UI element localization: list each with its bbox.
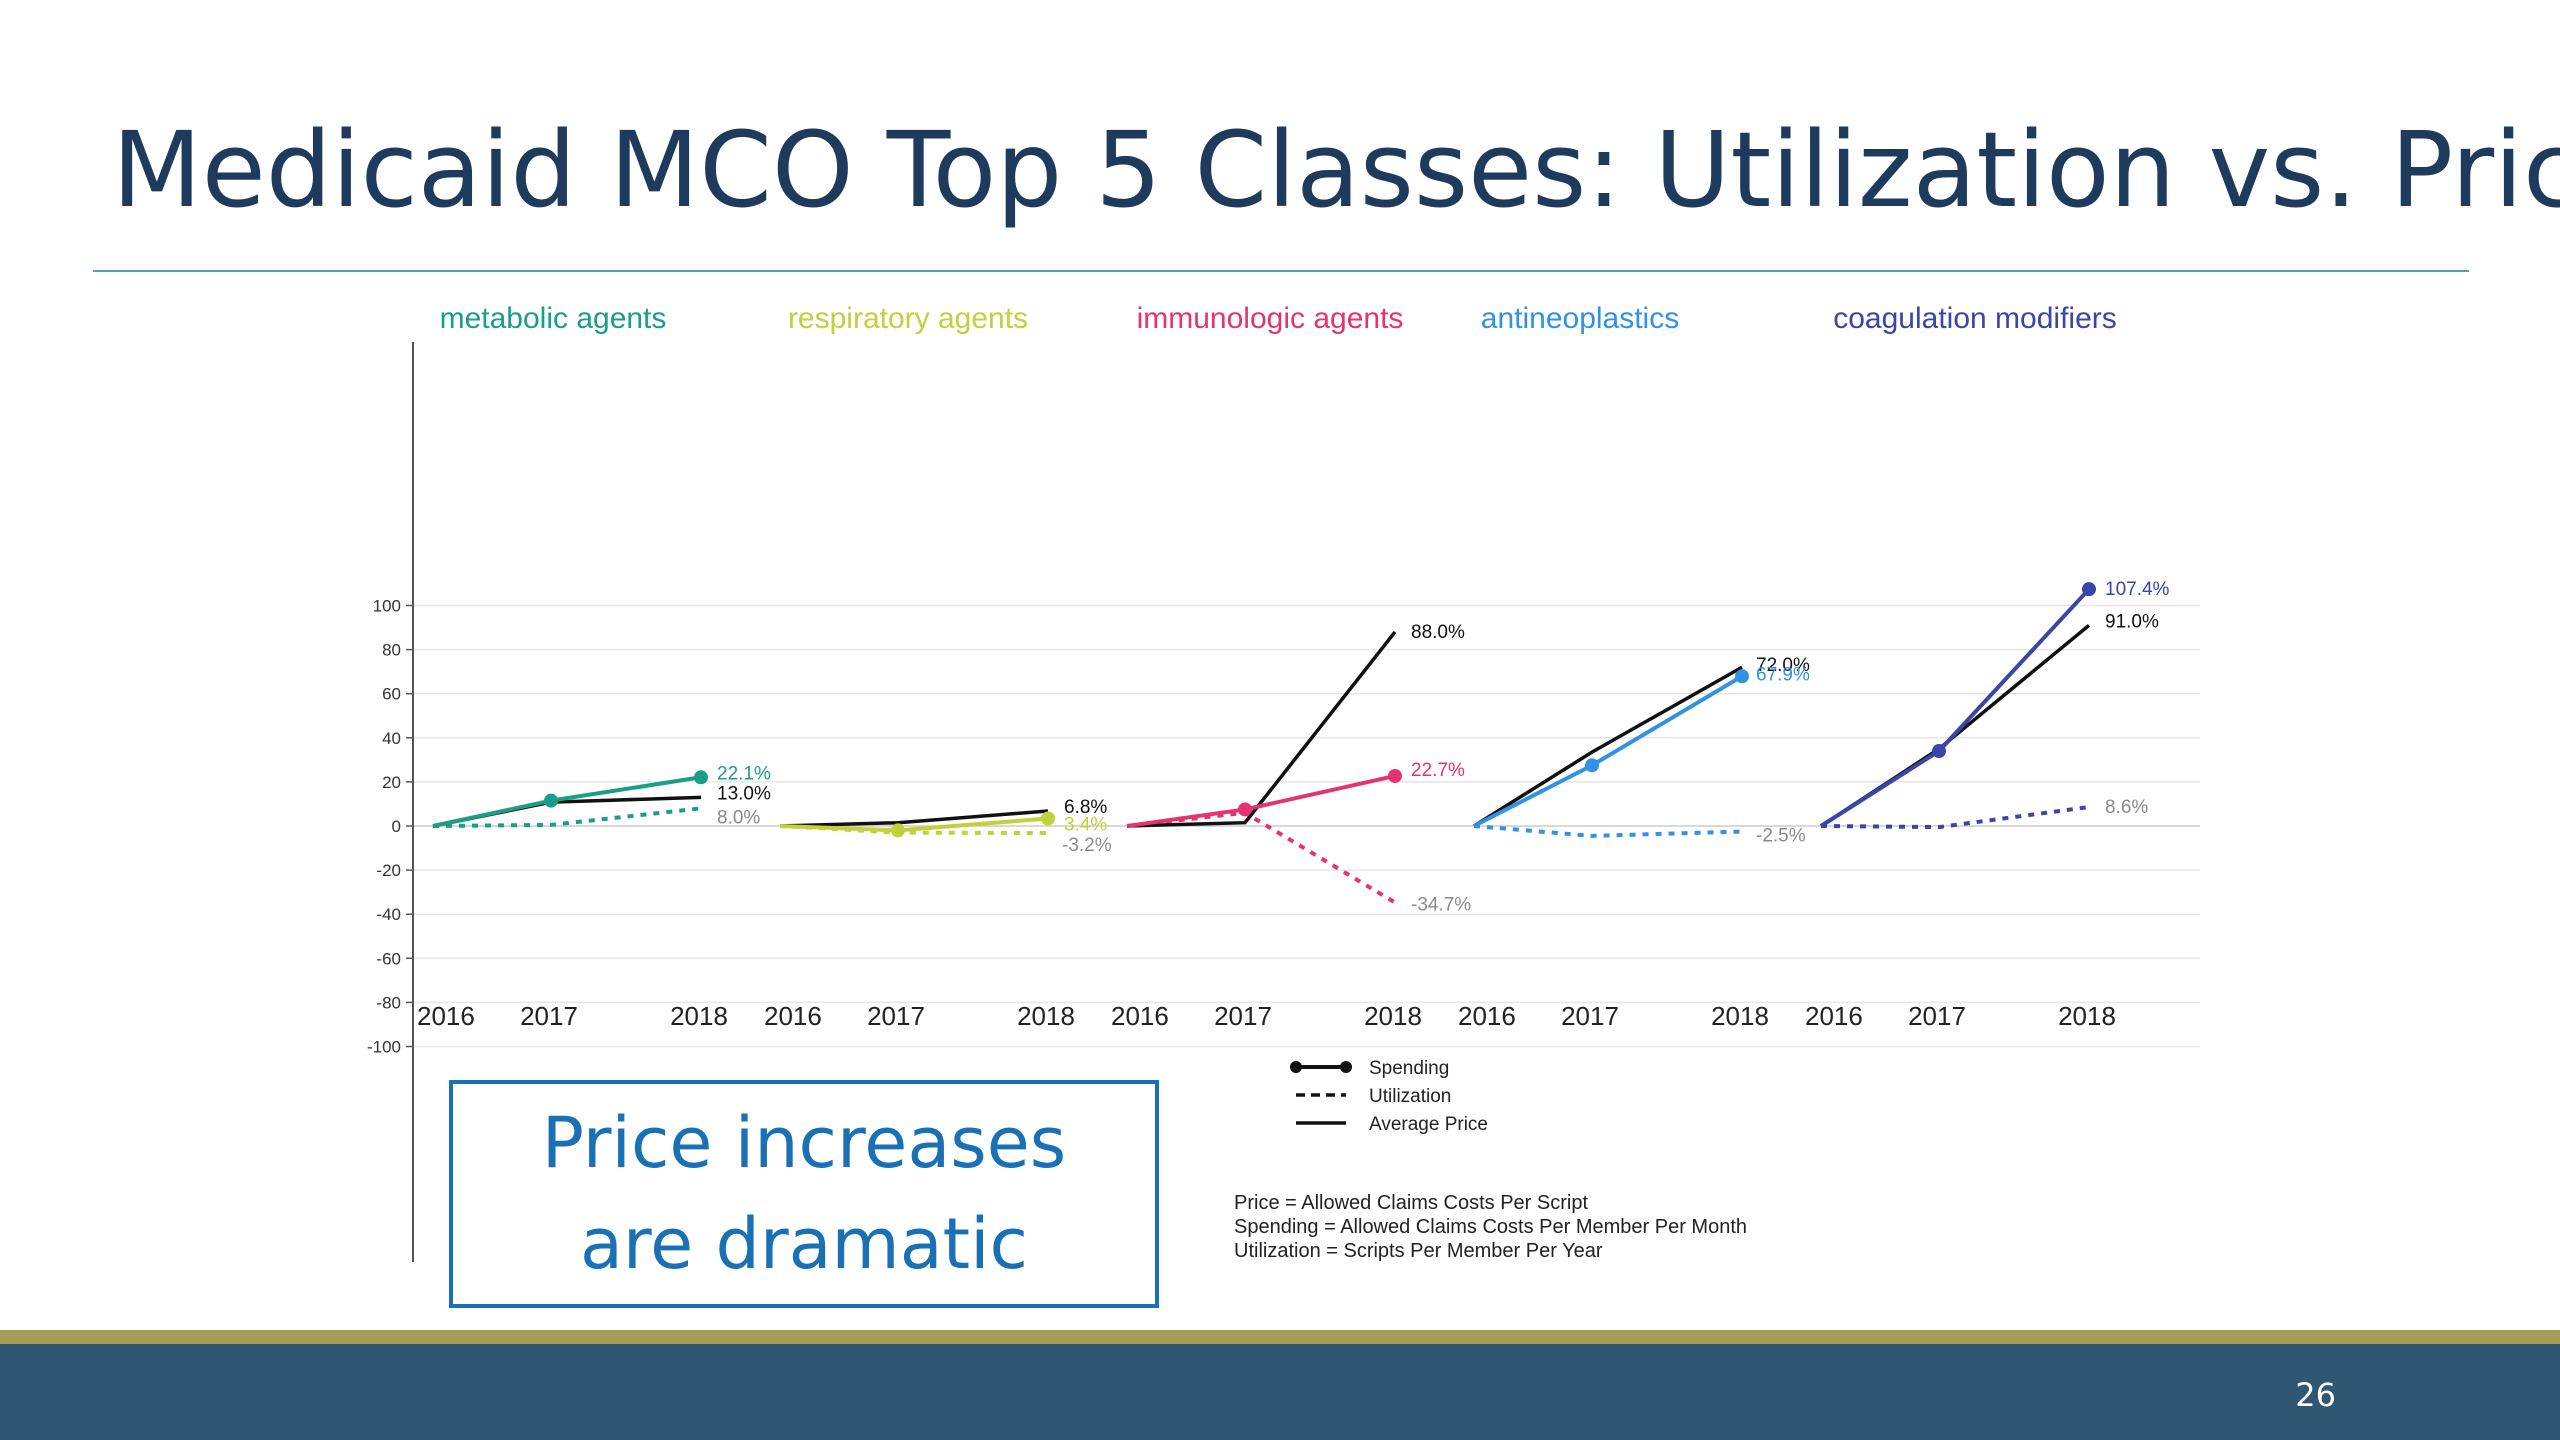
spending-point: [1238, 802, 1252, 817]
x-tick-label: 2018: [1711, 1001, 1769, 1031]
spending-point: [544, 793, 558, 808]
spending-line: [1473, 674, 1744, 828]
x-tick-label: 2016: [1805, 1001, 1863, 1031]
y-tick-label: -40: [376, 905, 401, 924]
legend-label: Average Price: [1369, 1114, 1488, 1135]
spending-point: [694, 770, 708, 785]
spending-point: [1735, 669, 1749, 684]
y-tick-label: 0: [392, 817, 401, 836]
price-data-label: 91.0%: [2105, 611, 2159, 632]
spending-data-label: 107.4%: [2105, 579, 2170, 600]
spending-data-label: 22.7%: [1411, 760, 1465, 781]
footer-accent-line: [0, 1330, 2560, 1344]
x-tick-label: 2018: [670, 1001, 728, 1031]
legend-label: Spending: [1369, 1058, 1449, 1079]
x-tick-label: 2016: [1111, 1001, 1169, 1031]
legend-spending-marker: [1290, 1061, 1302, 1073]
panel-title: coagulation modifiers: [1833, 302, 2117, 335]
y-tick-label: 20: [382, 773, 401, 792]
utilization-data-label: 8.0%: [717, 807, 760, 828]
price-data-label: 72.0%: [1756, 655, 1810, 676]
average-price-line: [1820, 623, 2091, 828]
x-tick-label: 2016: [1458, 1001, 1516, 1031]
x-tick-label: 2017: [1561, 1001, 1619, 1031]
legend-spending-marker: [1340, 1061, 1352, 1073]
utilization-line: [1820, 805, 2090, 830]
average-price-line: [1126, 630, 1397, 828]
definition-spending: Spending = Allowed Claims Costs Per Memb…: [1234, 1216, 1748, 1238]
utilization-data-label: -2.5%: [1756, 826, 1806, 847]
x-tick-label: 2018: [1017, 1001, 1075, 1031]
spending-point: [1388, 768, 1402, 783]
definition-price: Price = Allowed Claims Costs Per Script: [1234, 1192, 1589, 1214]
panel-title: antineoplastics: [1481, 302, 1679, 335]
x-tick-label: 2018: [2058, 1001, 2116, 1031]
utilization-data-label: 8.6%: [2105, 797, 2148, 818]
legend-label: Utilization: [1369, 1086, 1451, 1107]
y-tick-label: 40: [382, 729, 401, 748]
y-tick-label: -60: [376, 949, 401, 968]
y-tick-label: 100: [373, 597, 401, 616]
utilization-data-label: -34.7%: [1411, 895, 1471, 916]
callout-box: Price increases are dramatic: [449, 1080, 1159, 1308]
spending-data-label: 22.1%: [717, 763, 771, 784]
x-tick-label: 2018: [1364, 1001, 1422, 1031]
price-data-label: 6.8%: [1064, 797, 1107, 818]
slide-title: Medicaid MCO Top 5 Classes: Utilization …: [112, 109, 2560, 231]
price-data-label: 88.0%: [1411, 622, 1465, 643]
spending-point: [2082, 582, 2096, 597]
spending-point: [1041, 811, 1055, 826]
y-tick-label: -20: [376, 861, 401, 880]
utilization-line: [1473, 824, 1743, 838]
x-tick-label: 2016: [417, 1001, 475, 1031]
utilization-line: [432, 806, 702, 828]
spending-data-label: 3.4%: [1064, 815, 1107, 836]
y-tick-label: 80: [382, 641, 401, 660]
spending-data-label: 67.9%: [1756, 664, 1810, 685]
average-price-line: [779, 809, 1049, 828]
page-number: 26: [2295, 1376, 2336, 1414]
price-data-label: 13.0%: [717, 783, 771, 804]
y-tick-label: 60: [382, 685, 401, 704]
panel-title: metabolic agents: [440, 302, 667, 335]
definitions-note: Price = Allowed Claims Costs Per Script …: [1234, 1191, 1747, 1263]
x-tick-label: 2017: [1908, 1001, 1966, 1031]
spending-point: [891, 823, 905, 838]
x-tick-label: 2016: [764, 1001, 822, 1031]
average-price-line: [1473, 665, 1743, 828]
spending-point: [1585, 758, 1599, 773]
spending-point: [1932, 744, 1946, 759]
x-tick-label: 2017: [520, 1001, 578, 1031]
y-tick-label: -100: [367, 1038, 401, 1057]
footer-bar: [0, 1344, 2560, 1440]
title-divider: [93, 270, 2469, 272]
panel-title: respiratory agents: [788, 302, 1028, 335]
spending-line: [1819, 587, 2091, 828]
y-tick-label: -80: [376, 993, 401, 1012]
definition-utilization: Utilization = Scripts Per Member Per Yea…: [1234, 1240, 1603, 1262]
utilization-data-label: -3.2%: [1062, 835, 1112, 856]
x-tick-label: 2017: [1214, 1001, 1272, 1031]
x-tick-label: 2017: [867, 1001, 925, 1031]
panel-title: immunologic agents: [1137, 302, 1404, 335]
callout-text: Price increases are dramatic: [541, 1101, 1067, 1286]
